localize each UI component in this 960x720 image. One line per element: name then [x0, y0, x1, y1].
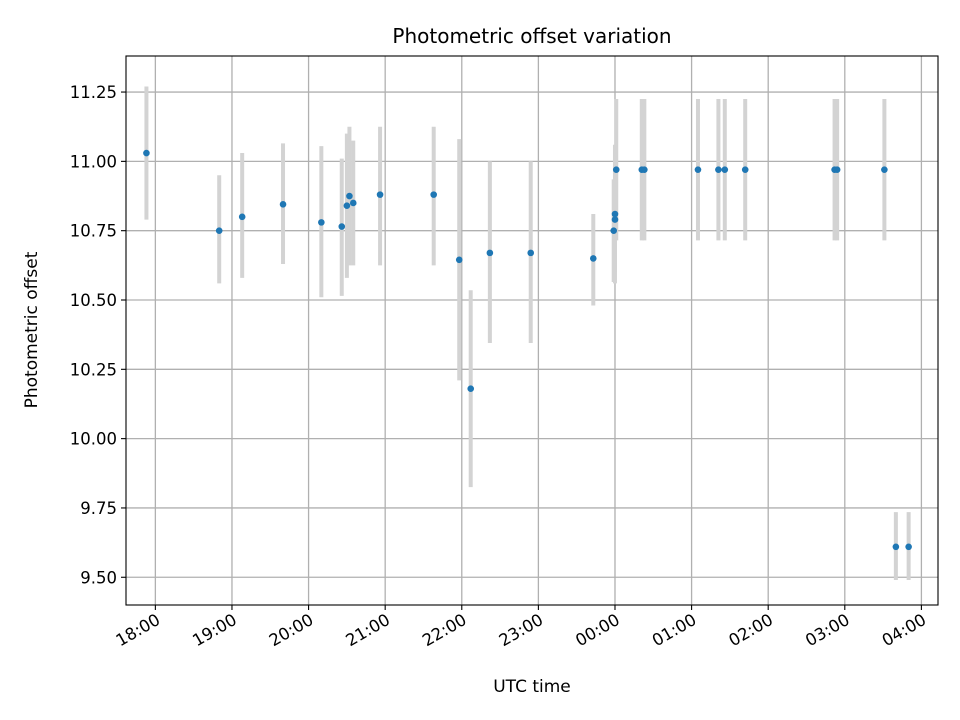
data-point	[343, 202, 351, 210]
y-tick-label: 9.75	[80, 499, 117, 518]
data-point	[346, 192, 353, 200]
y-tick-label: 11.00	[70, 152, 117, 171]
data-point	[318, 219, 325, 226]
data-point	[881, 166, 888, 173]
x-axis-title: UTC time	[493, 677, 571, 697]
data-point	[641, 166, 648, 173]
data-point	[527, 249, 535, 257]
data-point	[612, 166, 620, 173]
y-tick-label: 11.25	[70, 83, 117, 102]
data-point	[611, 216, 619, 223]
data-point	[349, 199, 357, 207]
data-point	[279, 201, 287, 208]
y-axis-title: Photometric offset	[22, 251, 42, 408]
data-point	[376, 191, 384, 198]
data-point	[143, 149, 150, 157]
data-point	[486, 249, 494, 257]
data-point	[611, 210, 619, 218]
plot-frame	[125, 55, 939, 606]
data-point	[238, 213, 246, 221]
y-tick-label: 10.75	[70, 222, 117, 241]
point-layer	[143, 149, 912, 551]
data-point	[467, 385, 475, 393]
data-point	[694, 166, 702, 173]
y-tick-label: 9.50	[80, 568, 117, 587]
data-point	[215, 227, 223, 234]
data-point	[338, 223, 346, 230]
data-point	[430, 191, 437, 198]
data-point	[715, 166, 722, 173]
y-tick-label: 10.25	[70, 360, 117, 379]
data-point	[892, 543, 900, 551]
y-tick-label: 10.00	[70, 430, 117, 449]
chart-title: Photometric offset variation	[392, 24, 671, 48]
data-point	[833, 166, 841, 173]
data-point	[905, 543, 912, 551]
data-point	[610, 227, 618, 234]
data-point	[721, 166, 729, 173]
data-point	[455, 256, 463, 264]
data-point	[589, 255, 597, 262]
data-point	[741, 166, 749, 173]
y-tick-label: 10.50	[70, 291, 117, 310]
